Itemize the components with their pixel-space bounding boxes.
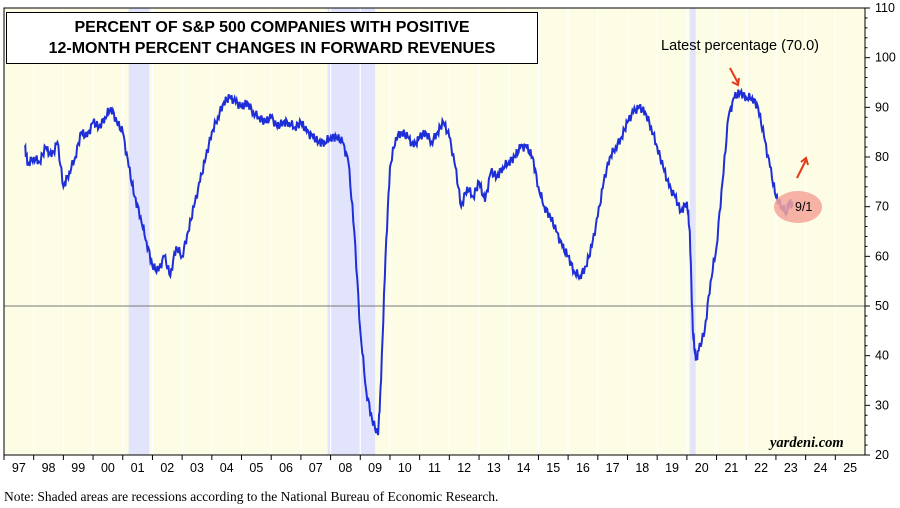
x-tick-label: 09	[368, 461, 382, 475]
x-tick-label: 03	[190, 461, 204, 475]
x-tick-label: 07	[309, 461, 323, 475]
x-tick-label: 97	[12, 461, 26, 475]
x-tick-label: 00	[101, 461, 115, 475]
recession-band-0	[128, 8, 150, 455]
y-tick-label: 80	[875, 150, 889, 164]
y-tick-label: 20	[875, 448, 889, 462]
footnote: Note: Shaded areas are recessions accord…	[4, 489, 499, 504]
x-tick-label: 23	[784, 461, 798, 475]
chart-title: PERCENT OF S&P 500 COMPANIES WITH POSITI…	[6, 12, 538, 64]
up-arrowhead	[800, 156, 809, 166]
x-tick-label: 19	[665, 461, 679, 475]
chart-title-line-2: 12-MONTH PERCENT CHANGES IN FORWARD REVE…	[48, 40, 496, 57]
x-tick-label: 14	[517, 461, 531, 475]
y-tick-label: 100	[875, 51, 896, 65]
x-tick-label: 16	[576, 461, 590, 475]
x-tick-label: 24	[814, 461, 828, 475]
y-tick-label: 110	[875, 1, 895, 15]
y-tick-label: 40	[875, 349, 889, 363]
latest-value-highlight	[774, 191, 822, 223]
y-tick-label: 50	[875, 299, 889, 313]
x-tick-label: 06	[279, 461, 293, 475]
peak-arrow	[729, 67, 739, 84]
x-tick-label: 25	[843, 461, 857, 475]
recession-band-2	[689, 8, 696, 455]
x-tick-label: 17	[606, 461, 620, 475]
x-tick-label: 21	[724, 461, 738, 475]
x-tick-label: 12	[457, 461, 471, 475]
x-tick-label: 02	[160, 461, 174, 475]
up-arrow	[796, 159, 807, 179]
x-tick-label: 18	[635, 461, 649, 475]
x-tick-label: 98	[42, 461, 56, 475]
recession-band-1	[327, 8, 376, 455]
x-tick-label: 04	[220, 461, 234, 475]
x-tick-label: 11	[428, 461, 441, 475]
chart-title-line-1: PERCENT OF S&P 500 COMPANIES WITH POSITI…	[74, 19, 470, 36]
x-tick-label: 13	[487, 461, 501, 475]
plot-frame	[3, 7, 866, 456]
x-tick-label: 20	[695, 461, 709, 475]
peak-arrowhead	[731, 77, 740, 87]
x-tick-label: 99	[71, 461, 85, 475]
x-tick-label: 22	[754, 461, 768, 475]
x-tick-label: 08	[338, 461, 352, 475]
series-line	[23, 87, 794, 436]
source-label: yardeni.com	[770, 435, 844, 451]
x-tick-label: 05	[249, 461, 263, 475]
y-tick-label: 70	[875, 200, 889, 214]
x-tick-label: 01	[131, 461, 145, 475]
latest-percentage-annotation: Latest percentage (70.0)	[661, 38, 819, 54]
latest-date-label: 9/1	[795, 200, 813, 214]
y-tick-label: 30	[875, 398, 889, 412]
x-tick-label: 15	[546, 461, 560, 475]
y-tick-label: 60	[875, 249, 889, 263]
x-tick-label: 10	[398, 461, 412, 475]
y-tick-label: 90	[875, 100, 889, 114]
